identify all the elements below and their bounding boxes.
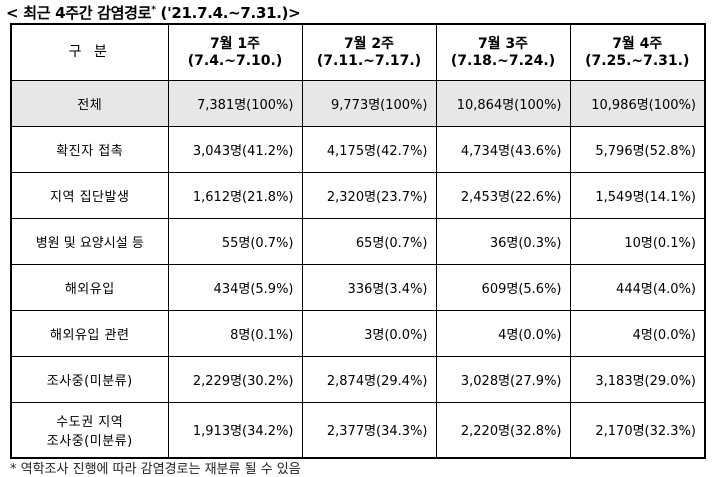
- table-cell: 2,874명(29.4%): [301, 356, 437, 403]
- table-cell: 9,773명(100%): [301, 80, 437, 127]
- table-cell: 55명(0.7%): [167, 218, 303, 265]
- table-cell: 3,028명(27.9%): [435, 356, 571, 403]
- table-cell: 10,986명(100%): [569, 80, 706, 127]
- header-week-4: 7월 4주 (7.25.~7.31.): [569, 23, 706, 81]
- table-cell: 8명(0.1%): [167, 310, 303, 357]
- infection-route-table: 구 분 7월 1주 (7.4.~7.10.) 7월 2주 (7.11.~7.17.)…: [10, 23, 706, 459]
- table-row: 수도권 지역 조사중(미분류) 1,913명(34.2%) 2,377명(34.3…: [10, 402, 706, 458]
- title-prefix: < 최근 4주간 감염경로: [6, 4, 152, 22]
- table-cell: 2,377명(34.3%): [301, 402, 437, 458]
- table-cell: 3,183명(29.0%): [569, 356, 706, 403]
- title-suffix: ('21.7.4.~7.31.)>: [160, 4, 301, 22]
- row-label: 확진자 접촉: [10, 126, 169, 173]
- table-cell: 10명(0.1%): [569, 218, 706, 265]
- table-cell: 434명(5.9%): [167, 264, 303, 311]
- table-cell: 336명(3.4%): [301, 264, 437, 311]
- table-title: < 최근 4주간 감염경로* ('21.7.4.~7.31.)>: [6, 2, 301, 24]
- table-cell: 3,043명(41.2%): [167, 126, 303, 173]
- row-label: 수도권 지역 조사중(미분류): [10, 402, 169, 458]
- table-row: 지역 집단발생 1,612명(21.8%) 2,320명(23.7%) 2,45…: [10, 172, 706, 219]
- table-cell: 10,864명(100%): [435, 80, 571, 127]
- row-label: 전체: [10, 80, 169, 127]
- table-row: 해외유입 434명(5.9%) 336명(3.4%) 609명(5.6%) 44…: [10, 264, 706, 311]
- table-cell: 4,175명(42.7%): [301, 126, 437, 173]
- table-cell: 4명(0.0%): [435, 310, 571, 357]
- table-row: 전체 7,381명(100%) 9,773명(100%) 10,864명(100…: [10, 80, 706, 127]
- header-week-3: 7월 3주 (7.18.~7.24.): [435, 23, 571, 81]
- title-superscript: *: [151, 5, 156, 15]
- table-cell: 4명(0.0%): [569, 310, 706, 357]
- table-cell: 444명(4.0%): [569, 264, 706, 311]
- footnote: * 역학조사 진행에 따라 감염경로는 재분류 될 수 있음: [10, 462, 301, 477]
- table-cell: 1,612명(21.8%): [167, 172, 303, 219]
- table-cell: 1,913명(34.2%): [167, 402, 303, 458]
- table-row: 조사중(미분류) 2,229명(30.2%) 2,874명(29.4%) 3,0…: [10, 356, 706, 403]
- table-cell: 609명(5.6%): [435, 264, 571, 311]
- header-week-1: 7월 1주 (7.4.~7.10.): [167, 23, 303, 81]
- row-label: 해외유입: [10, 264, 169, 311]
- row-label: 조사중(미분류): [10, 356, 169, 403]
- table-row: 해외유입 관련 8명(0.1%) 3명(0.0%) 4명(0.0%) 4명(0.…: [10, 310, 706, 357]
- header-week-2: 7월 2주 (7.11.~7.17.): [301, 23, 437, 81]
- table-cell: 2,220명(32.8%): [435, 402, 571, 458]
- table-cell: 2,229명(30.2%): [167, 356, 303, 403]
- table-cell: 65명(0.7%): [301, 218, 437, 265]
- table-cell: 3명(0.0%): [301, 310, 437, 357]
- row-label: 지역 집단발생: [10, 172, 169, 219]
- table-cell: 4,734명(43.6%): [435, 126, 571, 173]
- header-category: 구 분: [10, 23, 169, 81]
- table-cell: 2,170명(32.3%): [569, 402, 706, 458]
- table-header-row: 구 분 7월 1주 (7.4.~7.10.) 7월 2주 (7.11.~7.17.)…: [10, 23, 706, 81]
- table-row: 병원 및 요양시설 등 55명(0.7%) 65명(0.7%) 36명(0.3%…: [10, 218, 706, 265]
- table-cell: 2,320명(23.7%): [301, 172, 437, 219]
- row-label: 해외유입 관련: [10, 310, 169, 357]
- table-cell: 2,453명(22.6%): [435, 172, 571, 219]
- table-row: 확진자 접촉 3,043명(41.2%) 4,175명(42.7%) 4,734…: [10, 126, 706, 173]
- table-cell: 36명(0.3%): [435, 218, 571, 265]
- table-cell: 1,549명(14.1%): [569, 172, 706, 219]
- table-cell: 7,381명(100%): [167, 80, 303, 127]
- table-cell: 5,796명(52.8%): [569, 126, 706, 173]
- row-label: 병원 및 요양시설 등: [10, 218, 169, 265]
